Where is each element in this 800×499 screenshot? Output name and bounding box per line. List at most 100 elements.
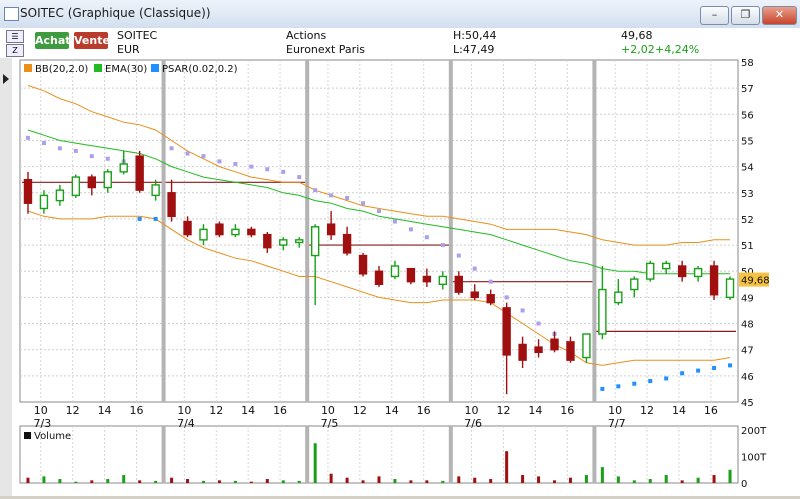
- psar-dot: [265, 167, 270, 172]
- volume-bar: [505, 451, 509, 483]
- volume-bar: [568, 477, 572, 483]
- volume-bar: [680, 480, 684, 483]
- hour-tick-label: 10: [177, 404, 191, 417]
- bb-legend-label: BB(20,2.0): [35, 64, 88, 75]
- volume-bar: [42, 476, 46, 483]
- candle-body: [725, 278, 735, 299]
- zoom-icon[interactable]: Z: [6, 44, 24, 57]
- volume-tick-label: 100T: [741, 453, 767, 464]
- volume-bar: [409, 480, 413, 483]
- volume-bar: [616, 476, 620, 483]
- volume-bar: [138, 480, 142, 483]
- price-tick-label: 58: [741, 58, 754, 69]
- candle-body: [119, 163, 128, 173]
- volume-bar: [170, 477, 174, 483]
- psar-dot: [329, 193, 334, 198]
- candle-body: [231, 228, 240, 236]
- price-chart[interactable]: 10 12 14 167/310 12 14 167/410 12 14 167/510 12 14 1…: [0, 58, 800, 496]
- candle-body: [215, 223, 224, 236]
- price-change-pct: +4,24%: [655, 43, 700, 56]
- psar-dot: [313, 188, 318, 193]
- candle-body: [87, 176, 97, 189]
- price-tick-label: 51: [741, 241, 754, 252]
- candle-body: [582, 333, 591, 359]
- hour-tick-label: 10: [34, 404, 48, 417]
- candle-body: [263, 233, 272, 249]
- psar-dot: [440, 243, 445, 248]
- last-price: 49,68: [621, 29, 653, 42]
- volume-bar: [201, 480, 205, 483]
- psar-dot: [536, 321, 541, 326]
- volume-session-separator: [305, 426, 310, 483]
- price-tick-label: 48: [741, 320, 754, 331]
- candle-body: [630, 278, 639, 291]
- price-tick-label: 46: [741, 372, 754, 383]
- minimize-button[interactable]: –: [700, 6, 729, 25]
- psar-dot: [201, 154, 206, 159]
- volume-bar: [632, 480, 636, 483]
- psar-dot: [408, 227, 413, 232]
- psar-dot: [472, 266, 477, 271]
- candle-body: [390, 265, 400, 278]
- candle-body: [614, 291, 623, 304]
- candle-body: [167, 192, 176, 218]
- volume-session-separator: [592, 426, 597, 483]
- candle-body: [71, 176, 81, 197]
- volume-legend-swatch: [24, 432, 31, 439]
- volume-bar: [249, 481, 253, 483]
- volume-session-separator: [448, 426, 453, 483]
- psar-legend-label: PSAR(0.02,0.2): [162, 64, 238, 75]
- volume-bar: [393, 479, 397, 483]
- price-tick-label: 53: [741, 189, 754, 200]
- candle-body: [103, 171, 112, 189]
- candle-body: [295, 239, 304, 244]
- candle-body: [374, 270, 384, 286]
- psar-dot: [600, 386, 605, 391]
- volume-bar: [473, 477, 477, 483]
- volume-bar: [584, 475, 588, 483]
- volume-bar: [265, 479, 269, 483]
- chart-app-icon: [4, 7, 19, 21]
- candle-body: [310, 226, 320, 257]
- volume-bar: [664, 475, 668, 483]
- volume-bar: [537, 476, 541, 483]
- hour-tick-label: 16: [417, 404, 431, 417]
- psar-dot: [377, 209, 381, 214]
- chart-panel[interactable]: 10 12 14 16 7/3 10 12 14 16 7/4 10 12 14 16 7/5 10 12 14 1…: [0, 58, 800, 496]
- volume-bar: [58, 479, 62, 483]
- hour-tick-label: 14: [672, 404, 686, 417]
- psar-dot: [345, 196, 350, 200]
- volume-bar: [728, 469, 732, 483]
- list-menu-icon[interactable]: ☰: [6, 30, 24, 43]
- volume-bar: [122, 475, 126, 483]
- psar-dot: [233, 162, 238, 166]
- restore-button[interactable]: ❐: [731, 6, 760, 25]
- volume-bar: [329, 473, 333, 483]
- candle-body: [39, 194, 49, 210]
- psar-dot: [73, 148, 78, 153]
- candle-body: [709, 265, 719, 296]
- volume-bar: [696, 477, 700, 483]
- price-tick-label: 47: [741, 346, 754, 357]
- volume-bar: [106, 479, 110, 483]
- sell-button[interactable]: Vente: [74, 32, 110, 49]
- psar-dot: [712, 366, 717, 370]
- session-separator: [161, 60, 166, 402]
- ema-legend-swatch: [94, 64, 102, 72]
- candle-body: [454, 275, 463, 293]
- volume-tick-label: 0: [741, 479, 747, 490]
- bollinger-lower-line: [27, 210, 731, 366]
- psar-dot: [504, 295, 509, 300]
- psar-dot: [728, 363, 733, 368]
- volume-legend-label: Volume: [34, 431, 71, 442]
- close-button[interactable]: ✕: [762, 6, 797, 25]
- psar-dot: [520, 308, 525, 313]
- candle-body: [438, 275, 448, 286]
- volume-bar: [281, 480, 285, 483]
- buy-button[interactable]: Achat: [35, 32, 71, 49]
- candle-body: [662, 262, 671, 270]
- volume-bar: [217, 480, 221, 483]
- hour-tick-label: 14: [98, 404, 112, 417]
- price-tick-label: 56: [741, 110, 754, 121]
- candle-body: [55, 189, 65, 202]
